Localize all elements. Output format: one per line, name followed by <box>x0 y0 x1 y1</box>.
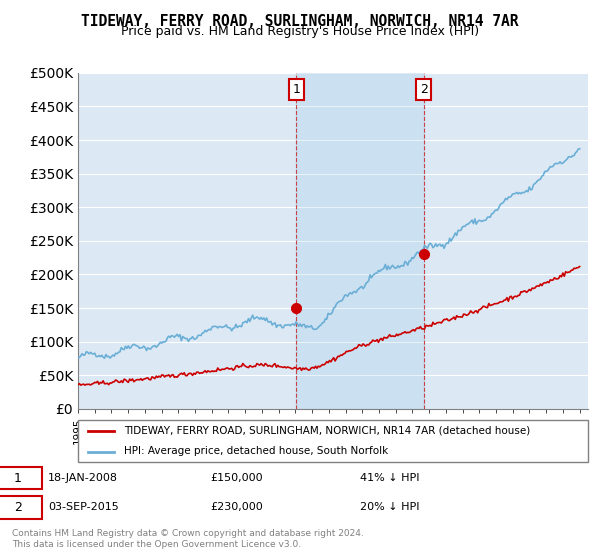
Text: Price paid vs. HM Land Registry's House Price Index (HPI): Price paid vs. HM Land Registry's House … <box>121 25 479 38</box>
Text: 03-SEP-2015: 03-SEP-2015 <box>48 502 119 512</box>
Text: 1: 1 <box>14 472 22 484</box>
Text: TIDEWAY, FERRY ROAD, SURLINGHAM, NORWICH, NR14 7AR: TIDEWAY, FERRY ROAD, SURLINGHAM, NORWICH… <box>81 14 519 29</box>
Text: £230,000: £230,000 <box>210 502 263 512</box>
Text: £150,000: £150,000 <box>210 473 263 483</box>
Text: Contains HM Land Registry data © Crown copyright and database right 2024.
This d: Contains HM Land Registry data © Crown c… <box>12 529 364 549</box>
FancyBboxPatch shape <box>0 496 42 519</box>
Text: 41% ↓ HPI: 41% ↓ HPI <box>360 473 419 483</box>
Text: TIDEWAY, FERRY ROAD, SURLINGHAM, NORWICH, NR14 7AR (detached house): TIDEWAY, FERRY ROAD, SURLINGHAM, NORWICH… <box>124 426 530 436</box>
Bar <box>296 73 424 409</box>
Text: 18-JAN-2008: 18-JAN-2008 <box>48 473 118 483</box>
Text: 20% ↓ HPI: 20% ↓ HPI <box>360 502 419 512</box>
Text: 1: 1 <box>292 83 300 96</box>
Text: HPI: Average price, detached house, South Norfolk: HPI: Average price, detached house, Sout… <box>124 446 388 456</box>
Text: 2: 2 <box>419 83 428 96</box>
FancyBboxPatch shape <box>0 466 42 489</box>
Text: 2: 2 <box>14 501 22 514</box>
FancyBboxPatch shape <box>78 420 588 462</box>
